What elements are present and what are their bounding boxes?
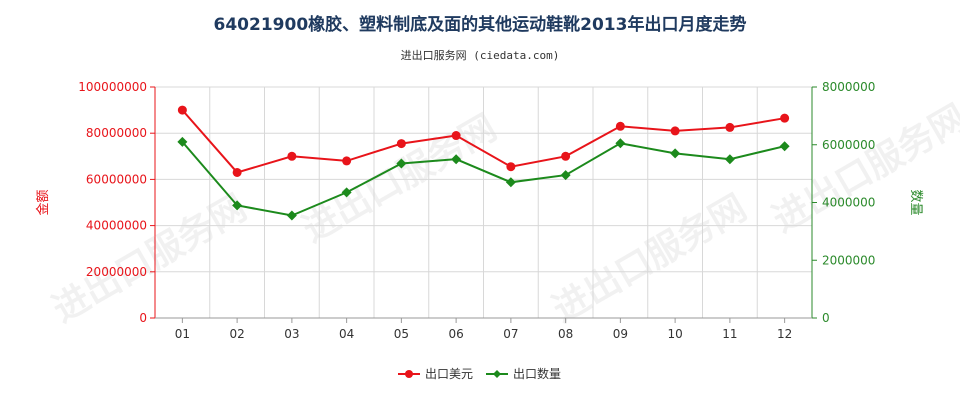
left-tick-label: 40000000 [86, 219, 147, 233]
series-point [724, 154, 735, 165]
series-point [725, 122, 735, 132]
series-point [615, 121, 625, 131]
right-tick-label: 6000000 [822, 138, 875, 152]
series-point [561, 151, 571, 161]
x-tick-label: 08 [558, 327, 573, 341]
series-point [506, 162, 516, 172]
x-tick-label: 10 [667, 327, 682, 341]
right-tick-label: 0 [822, 311, 830, 325]
left-tick-label: 20000000 [86, 265, 147, 279]
left-tick-label: 60000000 [86, 172, 147, 186]
chart-title: 64021900橡胶、塑料制底及面的其他运动鞋靴2013年出口月度走势 [213, 15, 747, 35]
x-tick-label: 01 [175, 327, 190, 341]
right-tick-label: 8000000 [822, 80, 875, 94]
series-point [286, 210, 297, 221]
x-tick-label: 11 [722, 327, 737, 341]
series-line [181, 109, 785, 174]
chart-subtitle: 进出口服务网 (ciedata.com) [400, 49, 560, 62]
x-tick-label: 09 [613, 327, 628, 341]
series-point [560, 170, 571, 181]
x-tick-label: 07 [503, 327, 518, 341]
series-point [780, 113, 790, 123]
series-point [287, 151, 297, 161]
series-point [451, 154, 462, 165]
series-point [451, 131, 461, 141]
series-point [177, 105, 187, 115]
series-point [342, 156, 352, 166]
left-axis-label: 金额 [35, 189, 51, 215]
x-tick-label: 12 [777, 327, 792, 341]
series-point [341, 187, 352, 198]
right-tick-label: 2000000 [822, 253, 875, 267]
x-tick-label: 06 [448, 327, 463, 341]
series-point [232, 167, 242, 177]
series-point [670, 148, 681, 159]
x-tick-label: 03 [284, 327, 299, 341]
legend-label: 出口美元 [425, 367, 473, 381]
right-axis-label: 数量 [908, 189, 923, 215]
right-tick-label: 4000000 [822, 196, 875, 210]
series-point [232, 200, 243, 211]
legend-swatch-marker [493, 370, 501, 378]
left-tick-label: 0 [139, 311, 147, 325]
x-tick-label: 04 [339, 327, 354, 341]
series-point [505, 177, 516, 188]
series-line [181, 141, 785, 217]
series-point [396, 139, 406, 149]
x-tick-label: 02 [229, 327, 244, 341]
legend-swatch-marker [405, 370, 413, 378]
series-point [670, 126, 680, 136]
series-point [396, 158, 407, 169]
x-tick-label: 05 [394, 327, 409, 341]
legend-label: 出口数量 [513, 366, 561, 381]
series-point [779, 141, 790, 152]
left-tick-label: 100000000 [78, 80, 147, 94]
series-point [177, 136, 188, 147]
series-point [615, 138, 626, 149]
left-tick-label: 80000000 [86, 126, 147, 140]
